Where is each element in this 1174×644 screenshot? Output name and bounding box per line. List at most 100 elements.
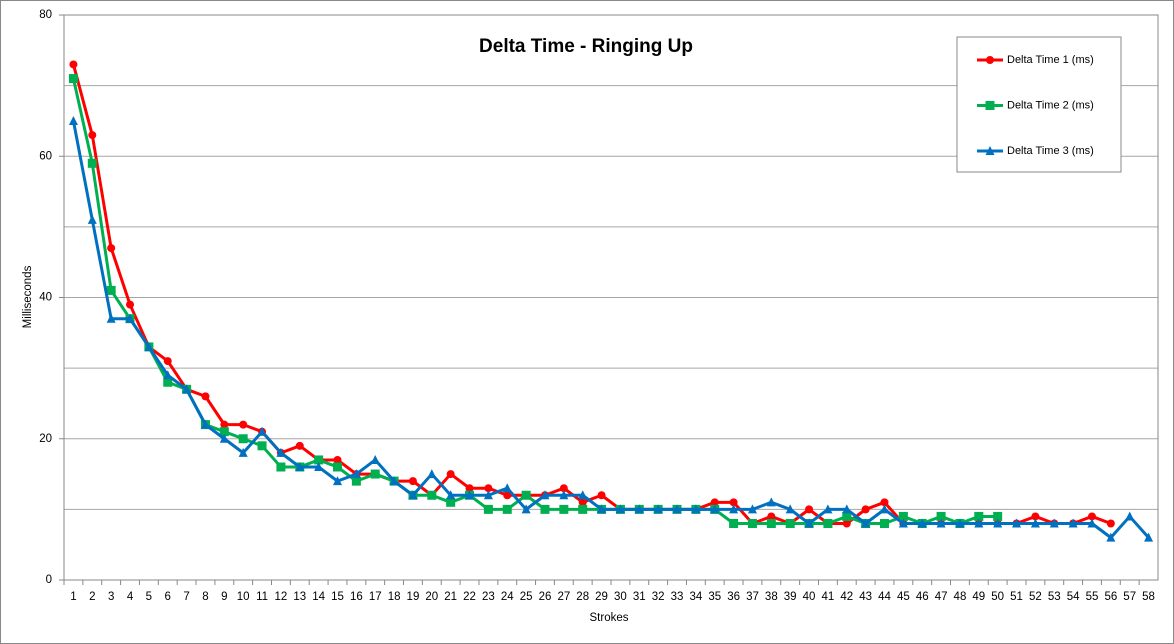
point bbox=[88, 131, 97, 140]
point bbox=[484, 484, 493, 493]
x-tick-label: 19 bbox=[407, 591, 420, 603]
x-tick-label: 28 bbox=[576, 591, 589, 603]
point bbox=[880, 498, 889, 507]
point bbox=[219, 433, 229, 443]
point bbox=[295, 462, 305, 471]
x-tick-label: 27 bbox=[557, 591, 570, 603]
point bbox=[144, 341, 154, 351]
x-tick-label: 14 bbox=[312, 591, 325, 603]
x-tick-label: 57 bbox=[1123, 591, 1136, 603]
point bbox=[465, 484, 474, 493]
point bbox=[993, 518, 1003, 528]
x-tick-label: 12 bbox=[275, 591, 288, 603]
point bbox=[125, 313, 135, 323]
x-tick-label: 37 bbox=[746, 591, 759, 603]
x-tick-label: 38 bbox=[765, 591, 778, 603]
y-axis-label: Milliseconds bbox=[22, 265, 34, 328]
point bbox=[521, 504, 531, 514]
point bbox=[408, 477, 417, 486]
x-tick-label: 53 bbox=[1048, 591, 1061, 603]
x-tick-label: 6 bbox=[165, 591, 171, 603]
point bbox=[87, 214, 97, 224]
point bbox=[106, 285, 116, 295]
point bbox=[314, 455, 324, 465]
point bbox=[333, 476, 342, 486]
point bbox=[1125, 511, 1135, 521]
x-tick-label: 8 bbox=[202, 591, 208, 603]
x-tick-label: 5 bbox=[146, 591, 152, 603]
point bbox=[351, 469, 361, 479]
point bbox=[1106, 532, 1116, 542]
x-tick-label: 42 bbox=[840, 591, 853, 603]
y-tick-label: 20 bbox=[39, 433, 52, 445]
point bbox=[653, 504, 663, 514]
x-tick-label: 48 bbox=[954, 591, 967, 603]
point bbox=[766, 497, 776, 507]
point bbox=[238, 434, 248, 444]
point bbox=[578, 504, 588, 514]
point bbox=[1144, 532, 1154, 542]
x-tick-label: 41 bbox=[822, 591, 835, 603]
point bbox=[540, 504, 550, 514]
point bbox=[163, 370, 173, 380]
point bbox=[729, 498, 738, 507]
point bbox=[710, 498, 719, 507]
point bbox=[107, 244, 116, 253]
x-tick-label: 11 bbox=[256, 591, 268, 603]
x-tick-label: 49 bbox=[972, 591, 985, 603]
point bbox=[446, 497, 456, 507]
point bbox=[239, 420, 248, 429]
x-tick-label: 7 bbox=[183, 591, 189, 603]
point bbox=[427, 490, 437, 500]
point bbox=[936, 511, 946, 521]
point bbox=[615, 504, 625, 514]
point bbox=[805, 505, 814, 514]
x-tick-label: 25 bbox=[520, 591, 533, 603]
x-tick-label: 30 bbox=[614, 591, 627, 603]
x-tick-label: 21 bbox=[444, 591, 457, 603]
point bbox=[766, 519, 776, 528]
point bbox=[106, 313, 116, 323]
point bbox=[502, 504, 512, 514]
point bbox=[559, 484, 568, 493]
point bbox=[465, 490, 475, 500]
point bbox=[785, 519, 795, 528]
x-tick-label: 20 bbox=[425, 591, 438, 603]
x-tick-label: 33 bbox=[671, 591, 684, 603]
y-tick-label: 0 bbox=[46, 574, 52, 586]
point bbox=[483, 504, 493, 514]
point bbox=[1087, 518, 1097, 528]
point bbox=[276, 462, 286, 472]
x-tick-label: 50 bbox=[991, 591, 1004, 603]
point bbox=[823, 504, 833, 514]
x-tick-label: 56 bbox=[1104, 591, 1117, 603]
point bbox=[503, 491, 512, 500]
point bbox=[333, 455, 342, 464]
point bbox=[1106, 519, 1115, 528]
x-tick-label: 54 bbox=[1067, 591, 1080, 603]
chart-title: Delta Time - Ringing Up bbox=[479, 36, 693, 57]
point bbox=[163, 357, 172, 366]
point bbox=[370, 469, 380, 479]
point bbox=[842, 519, 851, 528]
y-tick-label: 40 bbox=[39, 292, 52, 304]
point bbox=[427, 469, 437, 479]
point bbox=[333, 462, 342, 472]
x-tick-label: 24 bbox=[501, 591, 514, 603]
point bbox=[521, 490, 531, 500]
point bbox=[559, 490, 569, 500]
x-tick-label: 29 bbox=[595, 591, 608, 603]
point bbox=[898, 511, 908, 521]
point bbox=[351, 476, 361, 486]
y-tick-label: 60 bbox=[39, 150, 52, 162]
point bbox=[219, 427, 229, 437]
point bbox=[917, 518, 927, 528]
point bbox=[691, 504, 701, 514]
x-tick-label: 4 bbox=[127, 591, 134, 603]
x-tick-label: 18 bbox=[388, 591, 401, 603]
x-tick-label: 44 bbox=[878, 591, 891, 603]
x-tick-label: 55 bbox=[1086, 591, 1099, 603]
point bbox=[747, 519, 757, 528]
point bbox=[1012, 518, 1022, 528]
point bbox=[370, 454, 380, 464]
